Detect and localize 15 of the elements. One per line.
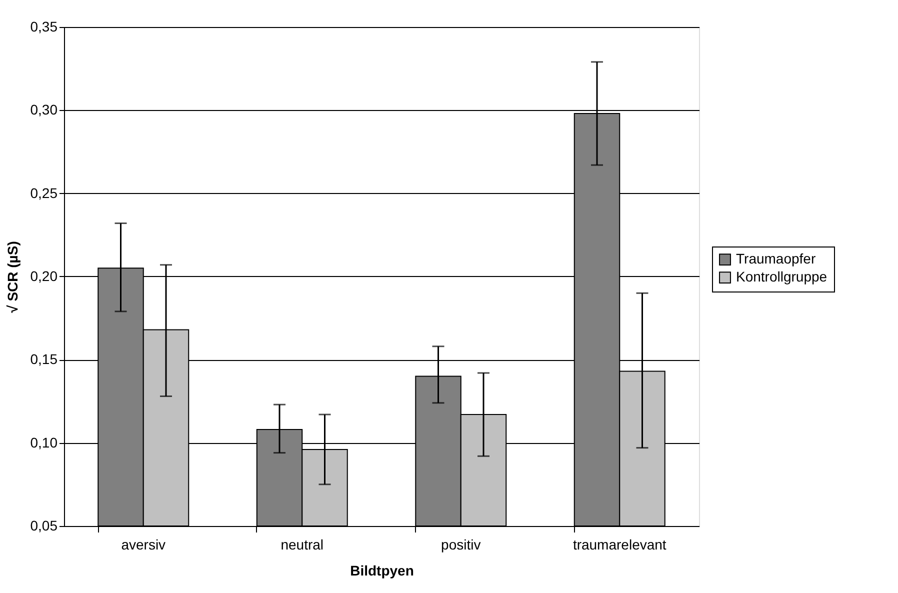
x-tick-label: neutral: [280, 536, 324, 552]
y-tick-label: 0,20: [30, 268, 58, 284]
legend-label: Traumaopfer: [736, 250, 816, 267]
x-axis-title: Bildtpyen: [350, 562, 414, 578]
y-tick-label: 0,25: [30, 184, 58, 201]
y-tick-label: 0,10: [30, 434, 58, 450]
y-axis-title: √ SCR (µS): [4, 241, 20, 313]
y-tick-label: 0,15: [30, 351, 58, 368]
y-tick-label: 0,30: [30, 102, 58, 118]
y-tick-label: 0,05: [30, 518, 58, 534]
x-tick-label: positiv: [441, 536, 481, 552]
y-tick-label: 0,35: [30, 18, 58, 34]
legend-label: Kontrollgruppe: [736, 268, 828, 285]
x-tick-label: traumarelevant: [572, 536, 666, 552]
x-tick-label: aversiv: [121, 536, 166, 552]
